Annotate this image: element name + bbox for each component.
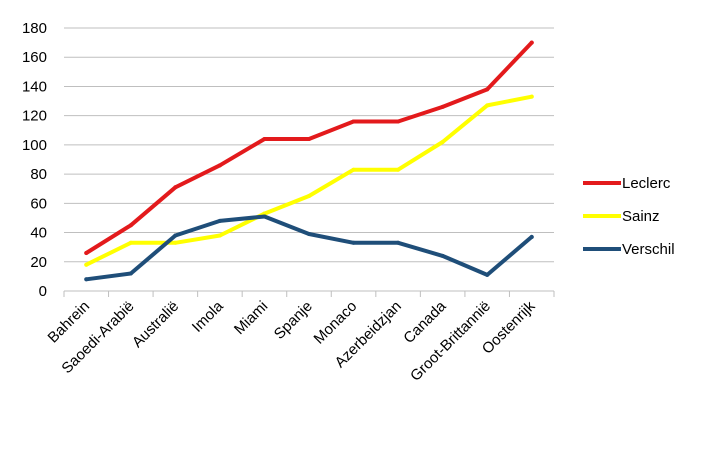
data-point — [262, 214, 267, 219]
data-point — [307, 232, 311, 237]
gridlines — [64, 27, 554, 263]
data-point — [217, 233, 222, 238]
legend-label: Leclerc — [622, 175, 671, 192]
series-line-sainz — [84, 94, 534, 267]
data-point — [351, 240, 356, 245]
y-tick-label: 80 — [30, 166, 47, 183]
data-point — [217, 218, 222, 223]
data-point — [173, 233, 178, 238]
legend-item-leclerc: Leclerc — [583, 175, 671, 192]
data-point — [529, 234, 534, 239]
legend: Leclerc Sainz Verschil — [583, 175, 675, 258]
data-point — [396, 119, 401, 124]
data-point — [307, 194, 311, 199]
y-axis-ticks: 0 20 40 60 80 100 120 140 160 180 — [22, 20, 47, 300]
series-line-leclerc — [84, 40, 534, 255]
data-point — [529, 94, 534, 99]
data-point — [84, 251, 89, 256]
data-point — [440, 139, 445, 144]
x-tick-label: Spanje — [271, 298, 316, 343]
legend-item-verschil: Verschil — [583, 241, 675, 258]
y-tick-label: 20 — [30, 254, 47, 271]
data-point — [128, 240, 133, 245]
data-point — [485, 87, 490, 92]
data-point — [262, 137, 267, 142]
data-point — [128, 271, 133, 276]
data-point — [262, 211, 267, 216]
data-point — [396, 240, 401, 245]
data-point — [440, 104, 445, 109]
data-point — [84, 262, 89, 267]
legend-label: Verschil — [622, 241, 675, 258]
y-tick-label: 120 — [22, 108, 47, 125]
data-point — [173, 240, 178, 245]
data-point — [128, 223, 133, 228]
data-point — [440, 253, 445, 258]
data-point — [396, 167, 401, 172]
legend-label: Sainz — [622, 208, 660, 225]
data-point — [351, 119, 356, 124]
y-tick-label: 160 — [22, 49, 47, 66]
axes — [63, 290, 555, 297]
data-point — [351, 167, 356, 172]
series-line-verschil — [84, 214, 534, 282]
x-tick-label: Groot-Brittannië — [407, 298, 494, 385]
series-lines — [84, 40, 534, 282]
data-point — [485, 103, 490, 108]
y-tick-label: 180 — [22, 20, 47, 37]
y-tick-label: 140 — [22, 78, 47, 95]
y-tick-label: 60 — [30, 195, 47, 212]
y-tick-label: 40 — [30, 225, 47, 242]
data-point — [217, 163, 222, 168]
data-point — [485, 272, 490, 277]
y-tick-label: 100 — [22, 137, 47, 154]
data-point — [84, 277, 89, 282]
x-tick-label: Australië — [129, 298, 182, 351]
y-tick-label: 0 — [39, 283, 47, 300]
legend-item-sainz: Sainz — [583, 208, 660, 225]
data-point — [173, 185, 178, 190]
data-point — [529, 40, 534, 45]
data-point — [307, 137, 311, 142]
x-tick-label: Miami — [231, 298, 271, 338]
x-tick-label: Imola — [189, 297, 227, 335]
